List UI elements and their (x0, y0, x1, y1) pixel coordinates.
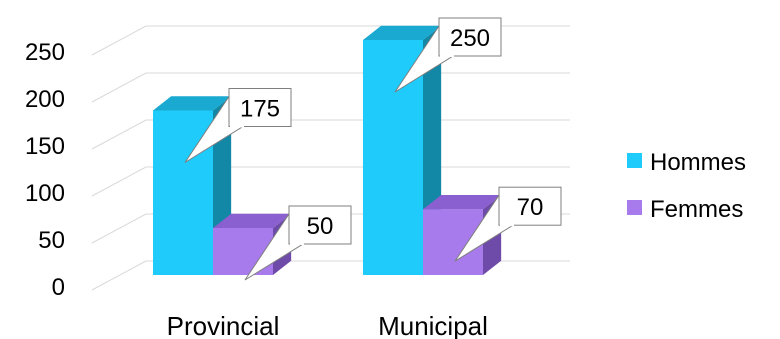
gridline-diagonal (91, 25, 147, 56)
callout-join (440, 54, 454, 57)
gridline-diagonal (91, 166, 147, 197)
legend-label: Hommes (650, 149, 746, 176)
gridline-diagonal (91, 72, 147, 103)
bar-top (423, 195, 502, 210)
legend: Hommes Femmes (627, 149, 746, 223)
category-label: Municipal (378, 311, 488, 339)
data-label-callout: 175 (184, 88, 292, 163)
gridline-diagonal (91, 260, 147, 291)
legend-swatch (627, 200, 642, 215)
callout-box (228, 88, 292, 127)
legend-item: Hommes (627, 149, 746, 176)
callout-box (288, 205, 352, 245)
data-labels: 175 50 250 70 (184, 17, 562, 281)
bars (153, 25, 502, 276)
callout-join (500, 223, 514, 227)
callout-join (230, 124, 244, 128)
y-tick-label: 150 (25, 133, 65, 160)
data-label: 175 (240, 96, 280, 123)
data-label: 50 (307, 213, 334, 240)
gridline-diagonal (91, 119, 147, 150)
y-tick-label: 0 (52, 274, 65, 301)
bar-top (213, 213, 292, 228)
x-axis-category-labels: Provincial Municipal (167, 311, 488, 339)
callout-box (498, 186, 562, 226)
y-tick-label: 250 (25, 39, 65, 66)
legend-item: Femmes (627, 196, 743, 223)
data-label: 70 (517, 194, 544, 221)
data-label: 250 (450, 25, 490, 52)
y-tick-label: 200 (25, 86, 65, 113)
data-label-callout: 50 (244, 205, 352, 281)
y-tick-label: 50 (38, 227, 65, 254)
y-axis-tick-labels: 0 50 100 150 200 250 (25, 39, 65, 301)
category-label: Provincial (167, 311, 280, 339)
legend-label: Femmes (650, 196, 743, 223)
bar-top (153, 96, 232, 111)
callout-join (290, 242, 304, 245)
legend-swatch (627, 153, 642, 168)
data-label-callout: 250 (394, 17, 502, 93)
data-label-callout: 70 (454, 186, 562, 262)
gridline-diagonal (91, 213, 147, 244)
callout-box (438, 17, 502, 57)
y-tick-label: 100 (25, 180, 65, 207)
bar-top (363, 25, 442, 40)
